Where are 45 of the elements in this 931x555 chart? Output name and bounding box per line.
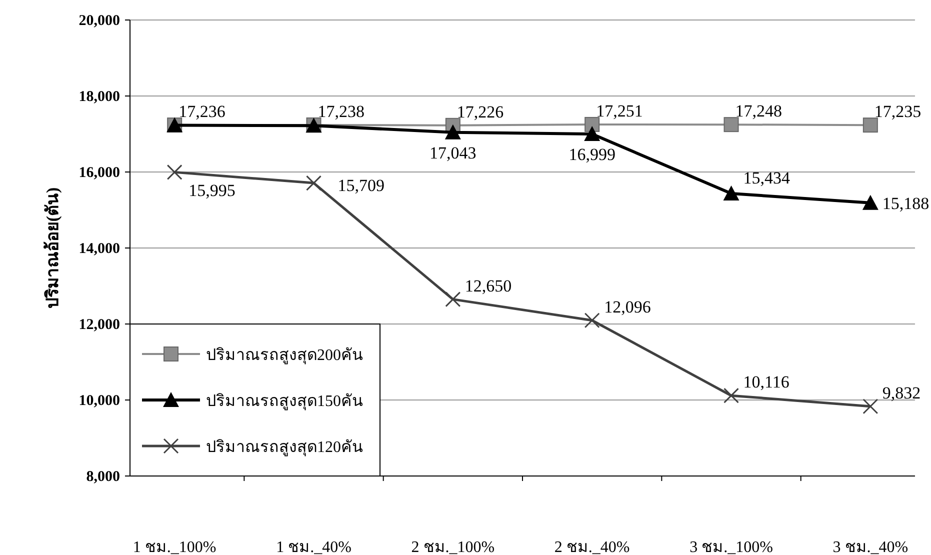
x-tick-label: 3 ชม._40% — [832, 539, 908, 555]
y-tick-label: 10,000 — [78, 393, 120, 409]
point — [445, 292, 461, 308]
point — [166, 164, 182, 180]
y-tick-label: 12,000 — [78, 317, 120, 333]
data-label: 17,248 — [735, 102, 782, 121]
point — [724, 117, 739, 132]
data-label: 15,188 — [882, 194, 930, 213]
legend-label: ปริมาณรถสูงสุด150คัน — [206, 393, 363, 411]
legend-label: ปริมาณรถสูงสุด120คัน — [206, 439, 363, 457]
y-tick-label: 8,000 — [86, 469, 120, 485]
point — [862, 194, 878, 210]
x-tick-label: 2 ชม._100% — [411, 539, 495, 555]
data-label: 16,999 — [568, 145, 616, 164]
data-label: 17,043 — [430, 143, 476, 162]
data-label: 10,116 — [743, 372, 790, 392]
data-label: 17,226 — [456, 102, 504, 122]
x-tick-label: 1 ชม._100% — [132, 539, 216, 555]
x-tick-label: 1 ชม._40% — [276, 539, 352, 555]
y-tick-label: 14,000 — [78, 241, 120, 257]
data-label: 9,832 — [882, 383, 921, 402]
data-label: 15,434 — [743, 168, 790, 188]
data-label: 17,236 — [178, 102, 226, 122]
point — [862, 118, 878, 133]
data-label: 12,650 — [464, 276, 512, 296]
data-label: 17,235 — [874, 102, 922, 122]
point — [723, 186, 740, 201]
y-tick-label: 16,000 — [78, 165, 120, 181]
data-label: 17,238 — [318, 102, 364, 121]
data-label: 15,995 — [188, 181, 236, 200]
data-label: 17,251 — [596, 101, 643, 120]
y-tick-label: 20,000 — [78, 13, 120, 29]
x-tick-label: 2 ชม._40% — [554, 539, 630, 555]
point — [724, 388, 739, 404]
point — [444, 124, 461, 140]
point — [306, 175, 322, 191]
point — [584, 126, 600, 142]
legend-label: ปริมาณรถสูงสุด200คัน — [206, 347, 363, 365]
data-label: 15,709 — [338, 176, 384, 196]
y-tick-label: 18,000 — [78, 89, 120, 105]
point — [862, 398, 878, 414]
point — [584, 312, 600, 328]
y-axis-title: ปริมาณอ้อย(ตัน) — [43, 187, 62, 309]
data-label: 12,096 — [604, 297, 651, 316]
x-tick-label: 3 ชม._100% — [690, 539, 773, 555]
